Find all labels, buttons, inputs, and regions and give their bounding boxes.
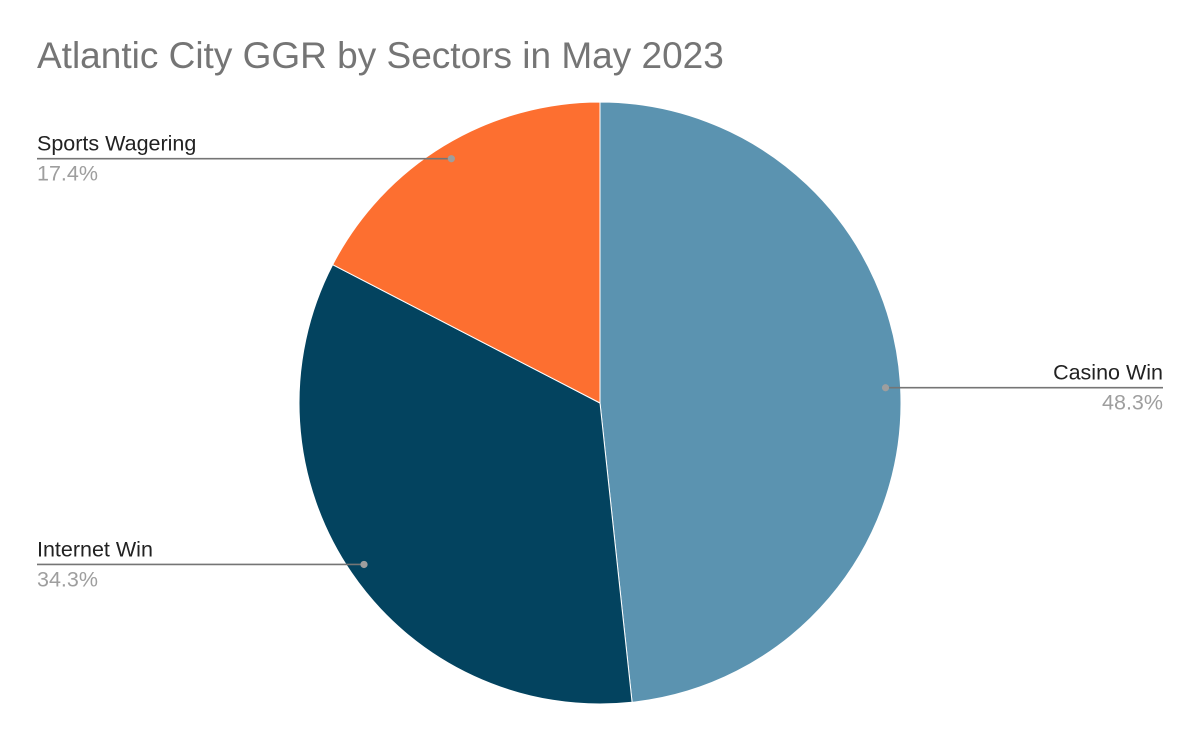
pie-slice-sports-wagering (331, 101, 601, 404)
slice-labels: Casino Win 48.3% Internet Win 34.3% Sports W… (37, 132, 1163, 591)
leader-dot-sports-wagering (447, 155, 455, 163)
slice-label-sports-wagering: Sports Wagering (37, 132, 196, 156)
slice-percent-internet-win: 34.3% (37, 567, 98, 591)
pie-slices (298, 101, 902, 705)
pie-slice-casino-win (599, 101, 902, 703)
leader-dot-internet-win (360, 560, 368, 569)
pie-slice-internet-win (298, 263, 633, 705)
slice-percent-sports-wagering: 17.4% (37, 162, 98, 186)
slice-percent-casino-win: 48.3% (1102, 391, 1163, 415)
slice-label-casino-win: Casino Win (1053, 361, 1163, 385)
slice-label-internet-win: Internet Win (37, 537, 153, 561)
chart-title: Atlantic City GGR by Sectors in May 2023 (37, 35, 724, 76)
leader-dot-casino-win (881, 384, 890, 392)
